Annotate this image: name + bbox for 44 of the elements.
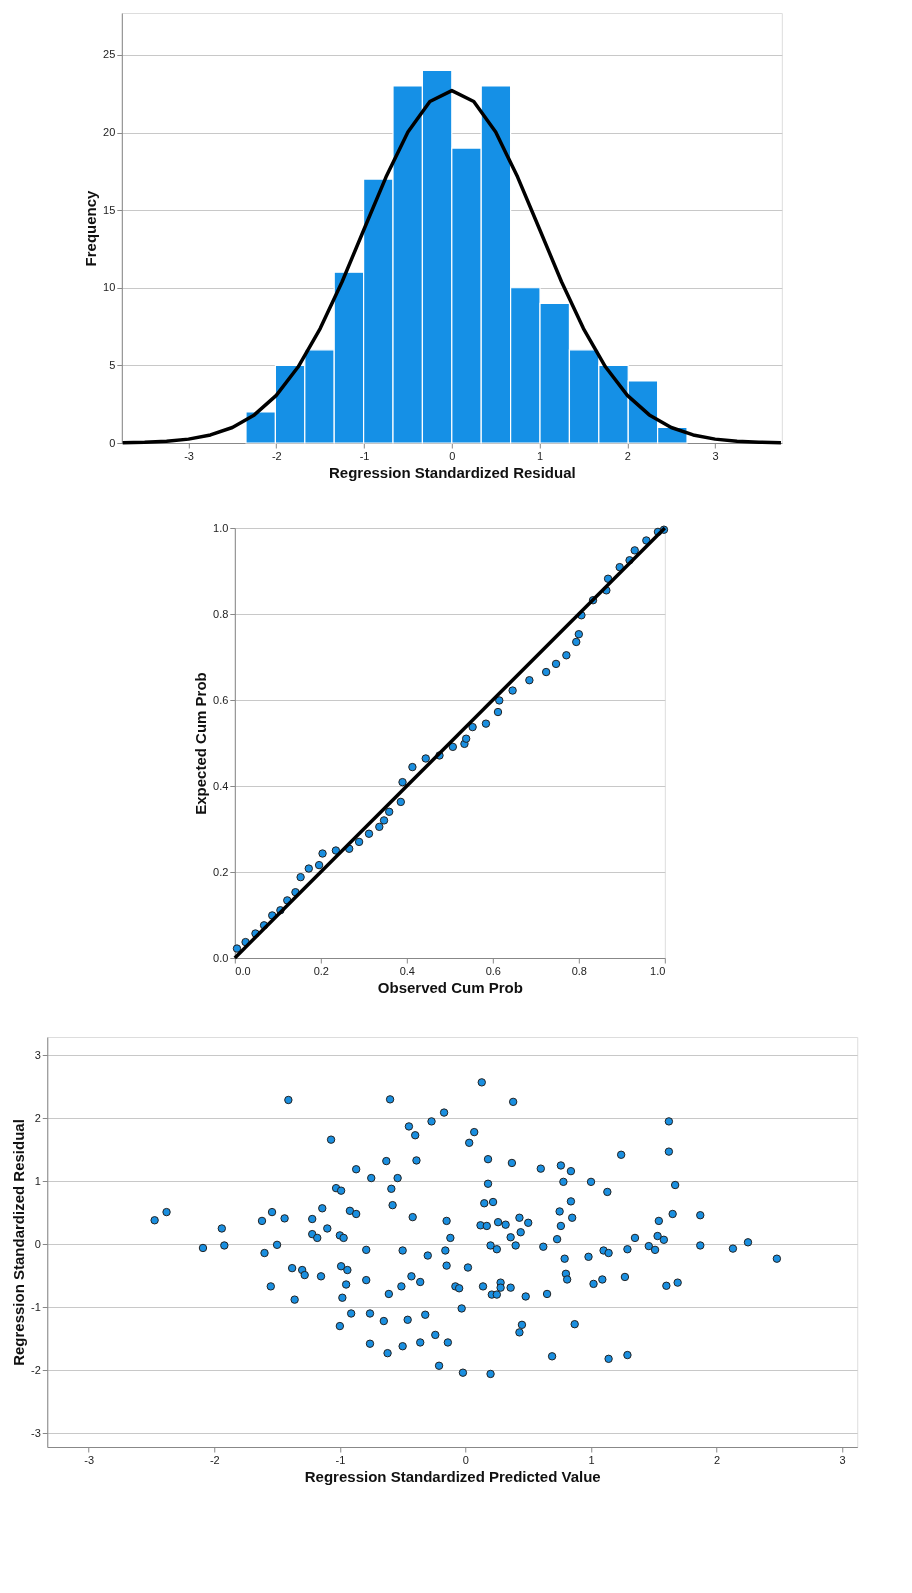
x-axis-title: Observed Cum Prob: [377, 978, 523, 996]
x-tick-label: 1: [537, 449, 544, 462]
x-tick-label: -2: [271, 449, 282, 462]
y-tick-label: -2: [30, 1363, 41, 1376]
y-tick-label: 0.2: [213, 865, 229, 878]
x-tick-label: 0.6: [485, 964, 501, 977]
x-tick-label: 1.0: [650, 964, 666, 977]
y-tick-label: 0: [109, 436, 116, 449]
x-tick-label: 2: [624, 449, 631, 462]
x-tick-label: -1: [335, 1453, 346, 1466]
x-tick-label: 0.0: [235, 964, 251, 977]
y-tick-label: -1: [30, 1300, 41, 1313]
x-axis-title: Regression Standardized Residual: [328, 463, 576, 481]
y-tick-label: 0.6: [213, 693, 229, 706]
y-tick-label: 5: [109, 358, 116, 371]
x-tick-label: 2: [714, 1453, 721, 1466]
y-tick-label: 1.0: [213, 521, 229, 534]
x-tick-label: 1: [588, 1453, 595, 1466]
y-tick-label: 3: [34, 1048, 41, 1061]
x-tick-label: -1: [359, 449, 370, 462]
x-tick-label: -3: [84, 1453, 95, 1466]
y-tick-label: 0.4: [213, 779, 229, 792]
y-axis-title: Regression Standardized Residual: [9, 1119, 27, 1366]
y-tick-label: 0: [34, 1237, 41, 1250]
y-tick-label: 15: [103, 203, 116, 216]
x-tick-label: 0.2: [313, 964, 329, 977]
x-tick-label: 0: [449, 449, 456, 462]
y-tick-label: -3: [30, 1426, 41, 1439]
y-tick-label: 10: [103, 281, 116, 294]
x-tick-label: 3: [839, 1453, 846, 1466]
y-tick-label: 2: [34, 1111, 41, 1124]
y-axis-title: Frequency: [82, 189, 100, 267]
y-tick-label: 0.8: [213, 607, 229, 620]
y-tick-label: 0.0: [213, 951, 229, 964]
y-axis-title: Expected Cum Prob: [192, 672, 210, 815]
x-axis-title: Regression Standardized Predicted Value: [304, 1467, 601, 1485]
y-tick-label: 1: [34, 1174, 41, 1187]
y-tick-label: 25: [103, 48, 116, 61]
x-tick-label: 0: [462, 1453, 469, 1466]
y-tick-label: 20: [103, 126, 116, 139]
x-tick-label: 0.4: [399, 964, 415, 977]
x-tick-label: 3: [712, 449, 719, 462]
x-tick-label: 0.8: [571, 964, 587, 977]
x-tick-label: -3: [184, 449, 194, 462]
